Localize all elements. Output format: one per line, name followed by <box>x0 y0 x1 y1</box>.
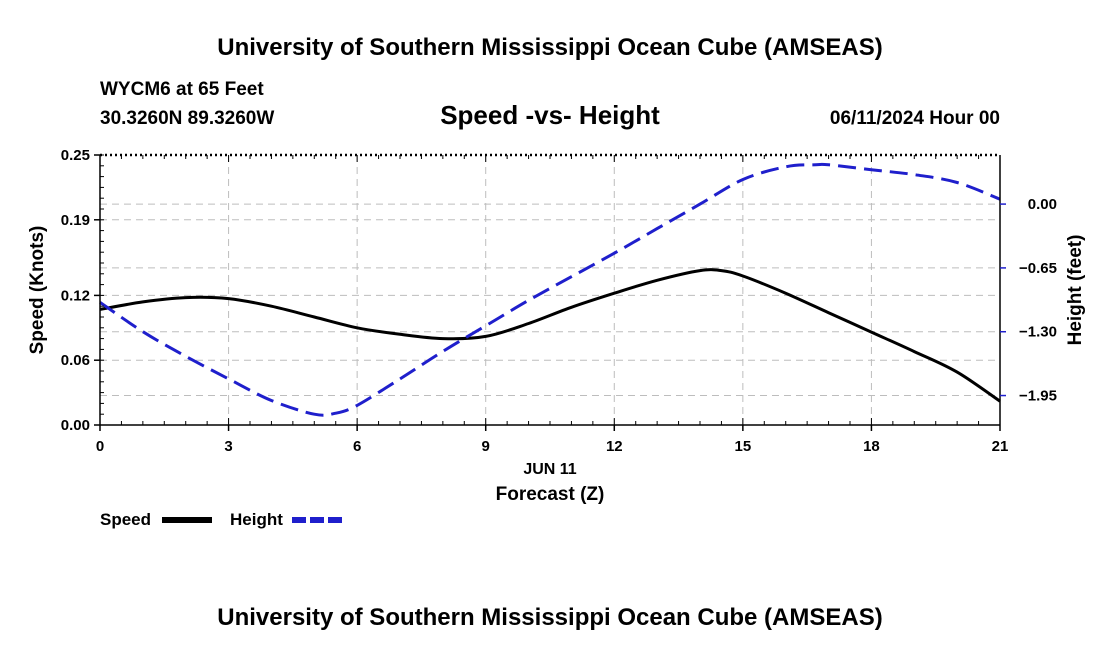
y-right-tick-label: −1.95 <box>1019 388 1057 405</box>
legend: Speed Height <box>100 510 342 529</box>
y-right-tick-label: −1.30 <box>1019 324 1057 341</box>
x-tick-label: 3 <box>224 438 232 455</box>
station-label: WYCM6 at 65 Feet <box>100 79 264 100</box>
series-line-height <box>99 162 1001 417</box>
chart-title: Speed -vs- Height <box>440 100 660 130</box>
y-right-tick-label: 0.00 <box>1028 196 1057 213</box>
x-tick-label: 18 <box>863 438 880 455</box>
grid-lines <box>100 155 1000 425</box>
series-line-speed <box>99 268 1001 403</box>
series-layer <box>99 162 1001 417</box>
x-tick-label: 9 <box>482 438 490 455</box>
x-tick-label: 12 <box>606 438 623 455</box>
x-axis-date: JUN 11 <box>523 461 576 478</box>
x-tick-label: 0 <box>96 438 104 455</box>
footer-title: University of Southern Mississippi Ocean… <box>217 604 882 631</box>
x-tick-label: 21 <box>992 438 1009 455</box>
y-tick-label: 0.25 <box>61 147 90 164</box>
y-axis-label: Speed (Knots) <box>27 226 48 355</box>
y-tick-label: 0.19 <box>61 212 90 229</box>
legend-height-label: Height <box>230 510 283 529</box>
axis-ticks: 0 3 6 9 12 15 18 21 0.00 0.06 0.12 0.19 0.25 0.00 −0.6… <box>61 147 1057 455</box>
x-tick-label: 15 <box>735 438 752 455</box>
y-tick-label: 0.12 <box>61 287 90 304</box>
x-tick-label: 6 <box>353 438 361 455</box>
y-tick-label: 0.06 <box>61 352 90 369</box>
coords-label: 30.3260N 89.3260W <box>100 108 274 129</box>
y-right-axis-label: Height (feet) <box>1065 235 1086 346</box>
y-tick-label: 0.00 <box>61 417 90 434</box>
page-title: University of Southern Mississippi Ocean… <box>217 34 882 61</box>
plot-frame <box>99 153 1001 426</box>
legend-speed-label: Speed <box>100 510 151 529</box>
datetime-label: 06/11/2024 Hour 00 <box>830 108 1000 129</box>
y-right-tick-label: −0.65 <box>1019 260 1057 277</box>
x-axis-label: Forecast (Z) <box>496 484 605 505</box>
